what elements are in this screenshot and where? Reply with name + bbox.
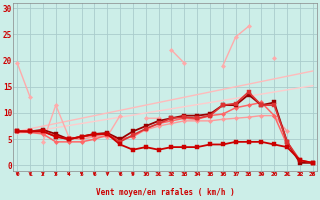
X-axis label: Vent moyen/en rafales ( km/h ): Vent moyen/en rafales ( km/h ) bbox=[96, 188, 234, 197]
